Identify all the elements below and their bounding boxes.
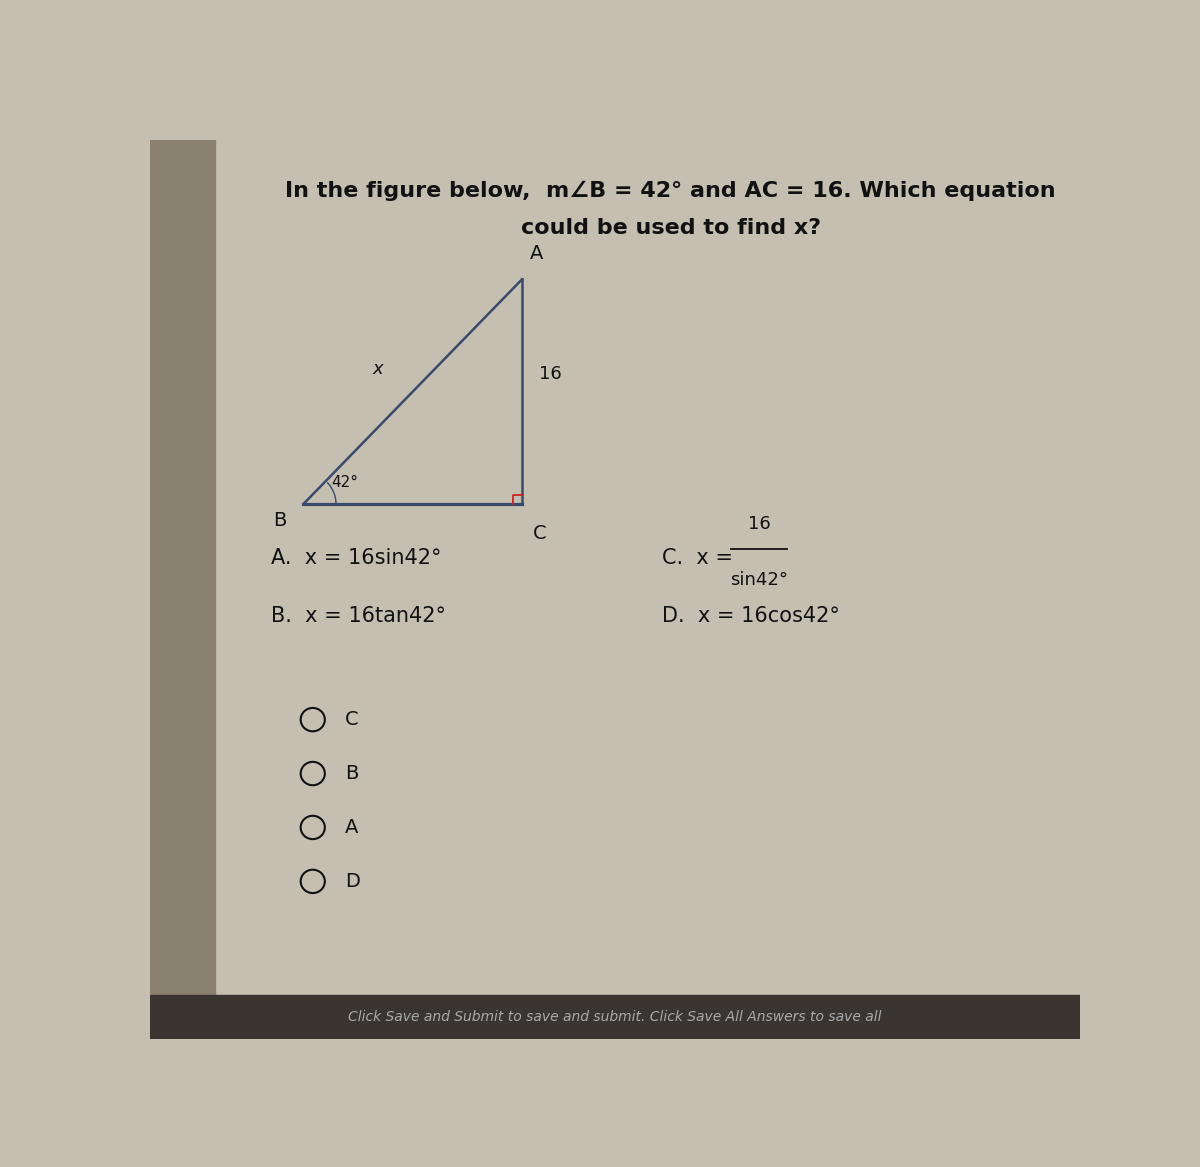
Text: 42°: 42° [331,475,359,490]
Text: 16: 16 [748,515,770,532]
Text: A: A [529,244,542,263]
Text: C: C [533,524,547,543]
Text: C: C [346,711,359,729]
Text: x: x [372,361,383,378]
Bar [150,140,215,1039]
Text: A.  x = 16sin42°: A. x = 16sin42° [271,547,442,568]
Text: C.  x =: C. x = [661,547,732,568]
Text: sin42°: sin42° [730,572,788,589]
Text: In the figure below,  m∠B = 42° and AC = 16. Which equation: In the figure below, m∠B = 42° and AC = … [286,181,1056,201]
Text: Click Save and Submit to save and submit. Click Save All Answers to save all: Click Save and Submit to save and submit… [348,1011,882,1025]
Text: B: B [274,511,287,530]
Text: B.  x = 16tan42°: B. x = 16tan42° [271,607,446,627]
Text: D.  x = 16cos42°: D. x = 16cos42° [661,607,839,627]
Text: A: A [346,818,359,837]
Bar [150,995,1080,1039]
Text: D: D [346,872,360,890]
Text: 16: 16 [539,364,562,383]
Text: could be used to find x?: could be used to find x? [521,218,821,238]
Text: B: B [346,764,359,783]
